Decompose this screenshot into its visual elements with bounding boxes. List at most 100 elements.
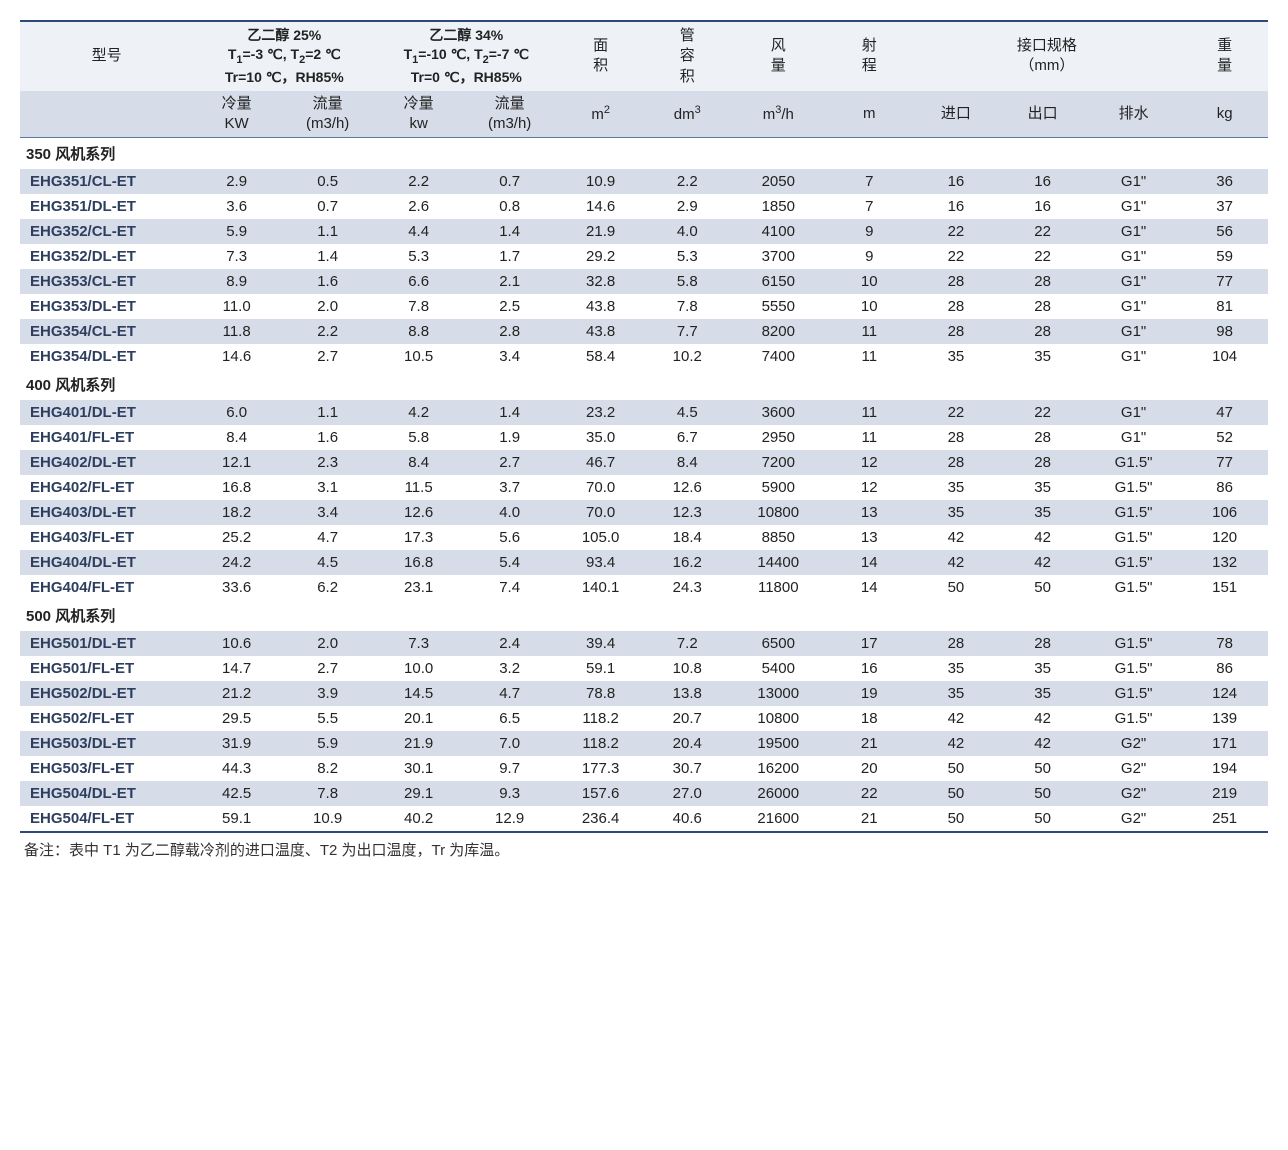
value-cell: 21600	[731, 806, 826, 832]
value-cell: 81	[1181, 294, 1268, 319]
value-cell: 18	[826, 706, 913, 731]
value-cell: 1.4	[280, 244, 375, 269]
value-cell: 16	[913, 194, 1000, 219]
table-row: EHG353/DL-ET11.02.07.82.543.87.855501028…	[20, 294, 1268, 319]
model-cell: EHG351/DL-ET	[20, 194, 193, 219]
value-cell: G1"	[1086, 219, 1181, 244]
value-cell: G2"	[1086, 731, 1181, 756]
value-cell: 43.8	[557, 319, 644, 344]
value-cell: 22	[913, 244, 1000, 269]
value-cell: 35	[913, 656, 1000, 681]
value-cell: 194	[1181, 756, 1268, 781]
value-cell: 39.4	[557, 631, 644, 656]
value-cell: 3600	[731, 400, 826, 425]
value-cell: 36	[1181, 169, 1268, 194]
value-cell: 58.4	[557, 344, 644, 369]
value-cell: G1"	[1086, 194, 1181, 219]
hdr-throw: 射程	[826, 21, 913, 91]
value-cell: 0.7	[462, 169, 557, 194]
value-cell: 5.3	[644, 244, 731, 269]
value-cell: 9.3	[462, 781, 557, 806]
model-cell: EHG504/DL-ET	[20, 781, 193, 806]
value-cell: 140.1	[557, 575, 644, 600]
value-cell: 4.0	[462, 500, 557, 525]
value-cell: 1.6	[280, 425, 375, 450]
value-cell: G1.5"	[1086, 706, 1181, 731]
value-cell: 7	[826, 194, 913, 219]
value-cell: 20.4	[644, 731, 731, 756]
hdr-throw-unit: m	[826, 91, 913, 138]
hdr-area: 面积	[557, 21, 644, 91]
value-cell: 3700	[731, 244, 826, 269]
value-cell: G1.5"	[1086, 550, 1181, 575]
value-cell: G1"	[1086, 400, 1181, 425]
model-cell: EHG503/FL-ET	[20, 756, 193, 781]
value-cell: 11.8	[193, 319, 280, 344]
model-cell: EHG353/DL-ET	[20, 294, 193, 319]
value-cell: 35	[999, 344, 1086, 369]
model-cell: EHG352/DL-ET	[20, 244, 193, 269]
spec-table-container: 型号 乙二醇 25% T1=-3 ℃, T2=2 ℃ Tr=10 ℃，RH85%…	[20, 20, 1268, 860]
value-cell: 35	[999, 475, 1086, 500]
value-cell: 132	[1181, 550, 1268, 575]
value-cell: 1.6	[280, 269, 375, 294]
value-cell: 7200	[731, 450, 826, 475]
table-row: EHG501/FL-ET14.72.710.03.259.110.8540016…	[20, 656, 1268, 681]
value-cell: 50	[999, 575, 1086, 600]
hdr-conn: 接口规格（mm）	[913, 21, 1182, 91]
value-cell: 8.9	[193, 269, 280, 294]
table-row: EHG354/DL-ET14.62.710.53.458.410.2740011…	[20, 344, 1268, 369]
value-cell: 2.3	[280, 450, 375, 475]
value-cell: 13	[826, 500, 913, 525]
value-cell: 78.8	[557, 681, 644, 706]
value-cell: 151	[1181, 575, 1268, 600]
value-cell: 47	[1181, 400, 1268, 425]
value-cell: 23.1	[375, 575, 462, 600]
value-cell: 7.7	[644, 319, 731, 344]
hdr-airflow: 风量	[731, 21, 826, 91]
value-cell: 22	[999, 400, 1086, 425]
value-cell: 251	[1181, 806, 1268, 832]
value-cell: 10.6	[193, 631, 280, 656]
hdr-weight: 重量	[1181, 21, 1268, 91]
hdr-outlet: 出口	[999, 91, 1086, 138]
value-cell: 50	[999, 781, 1086, 806]
value-cell: 2.8	[462, 319, 557, 344]
value-cell: 7.0	[462, 731, 557, 756]
table-row: EHG352/CL-ET5.91.14.41.421.94.0410092222…	[20, 219, 1268, 244]
value-cell: G1.5"	[1086, 525, 1181, 550]
value-cell: 86	[1181, 475, 1268, 500]
value-cell: 50	[913, 575, 1000, 600]
table-row: EHG504/FL-ET59.110.940.212.9236.440.6216…	[20, 806, 1268, 832]
value-cell: 8.2	[280, 756, 375, 781]
value-cell: 28	[999, 319, 1086, 344]
value-cell: 26000	[731, 781, 826, 806]
value-cell: 28	[999, 294, 1086, 319]
value-cell: 4100	[731, 219, 826, 244]
value-cell: 86	[1181, 656, 1268, 681]
value-cell: 35	[999, 656, 1086, 681]
value-cell: 5550	[731, 294, 826, 319]
value-cell: 3.9	[280, 681, 375, 706]
section-title: 500 风机系列	[20, 600, 1268, 631]
value-cell: 70.0	[557, 500, 644, 525]
table-row: EHG404/DL-ET24.24.516.85.493.416.2144001…	[20, 550, 1268, 575]
value-cell: 1850	[731, 194, 826, 219]
value-cell: 6500	[731, 631, 826, 656]
value-cell: 7.2	[644, 631, 731, 656]
value-cell: 14.6	[557, 194, 644, 219]
value-cell: 11	[826, 425, 913, 450]
value-cell: 16.2	[644, 550, 731, 575]
hdr-flow25: 流量(m3/h)	[280, 91, 375, 138]
value-cell: 21	[826, 806, 913, 832]
value-cell: 1.1	[280, 400, 375, 425]
value-cell: 46.7	[557, 450, 644, 475]
value-cell: 52	[1181, 425, 1268, 450]
hdr-tubevol: 管容积	[644, 21, 731, 91]
value-cell: 7400	[731, 344, 826, 369]
value-cell: 8.4	[193, 425, 280, 450]
value-cell: 4.5	[280, 550, 375, 575]
value-cell: 12.6	[644, 475, 731, 500]
value-cell: 118.2	[557, 731, 644, 756]
value-cell: 3.4	[462, 344, 557, 369]
